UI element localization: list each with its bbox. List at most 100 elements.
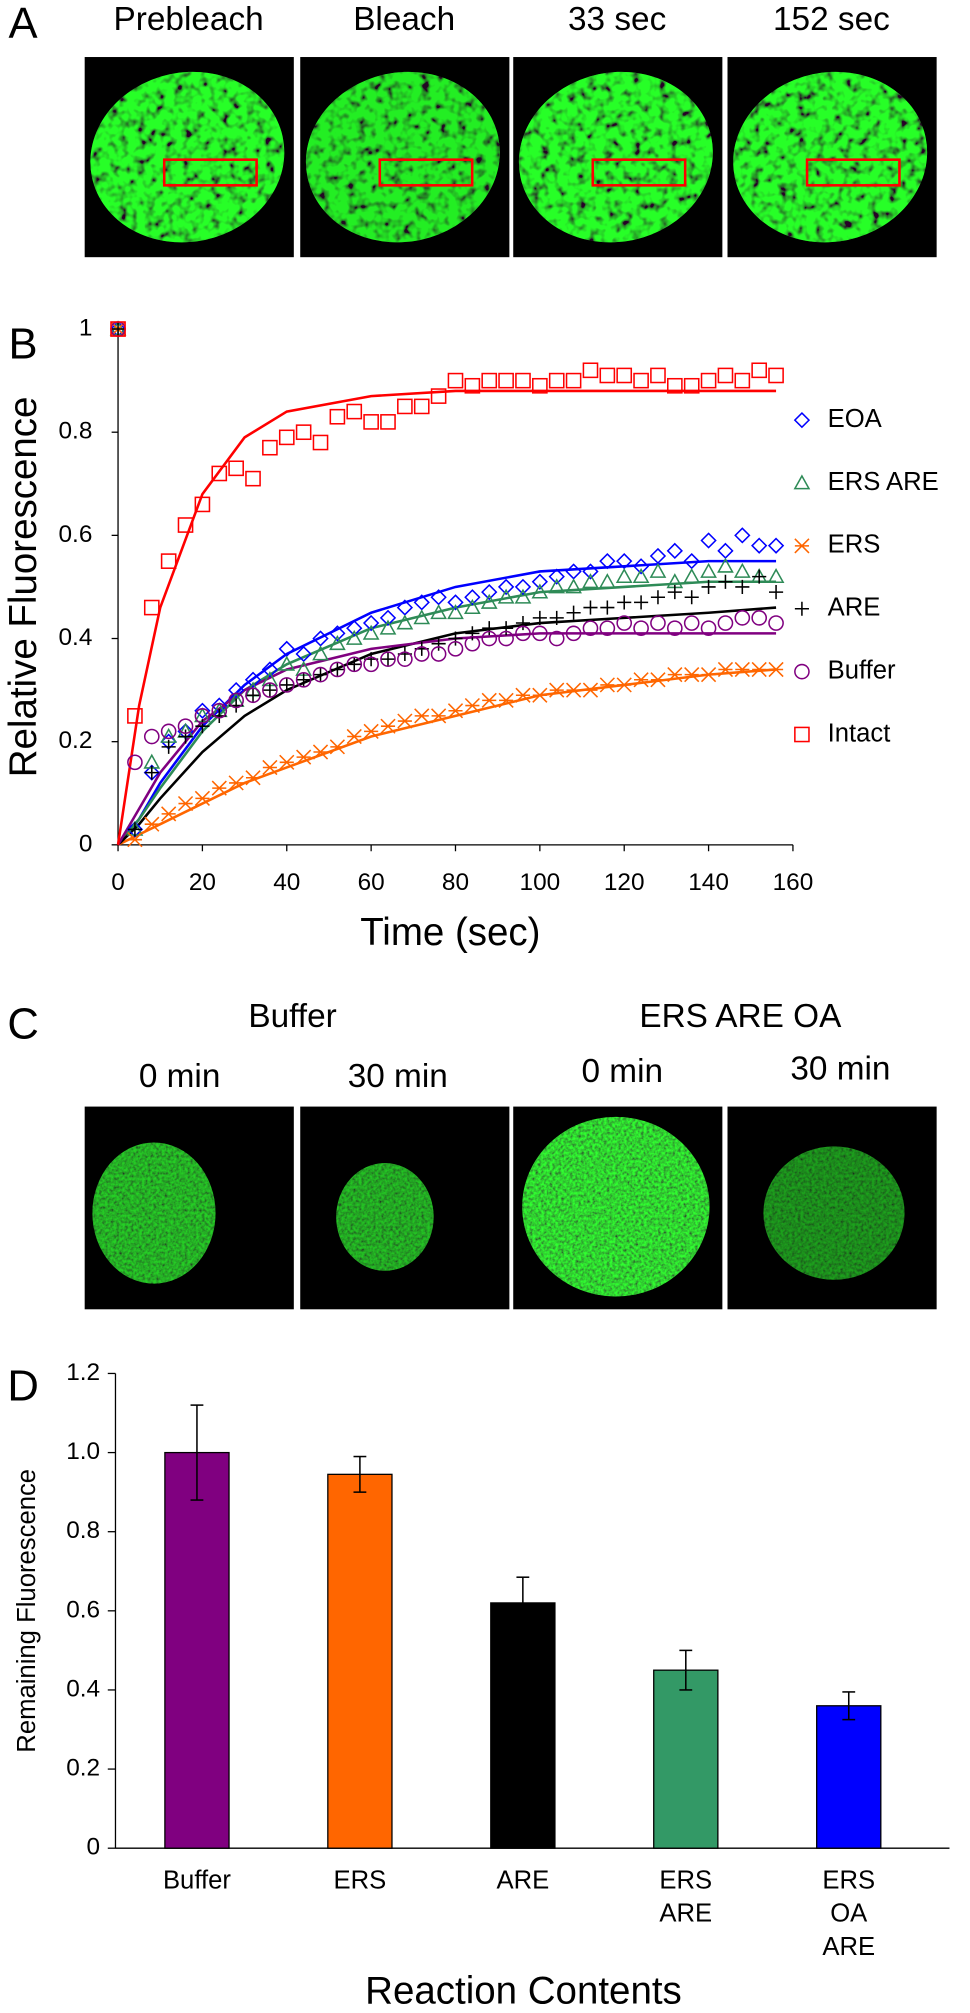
point-diamond xyxy=(565,563,582,580)
point-circle xyxy=(312,666,329,683)
point-circle xyxy=(245,687,261,704)
bleach-region xyxy=(162,158,258,187)
point-asterisk xyxy=(414,708,430,724)
point-plus xyxy=(448,631,463,646)
point-plus xyxy=(684,590,699,605)
fit-line xyxy=(117,668,777,846)
point-asterisk xyxy=(245,770,261,786)
micrograph xyxy=(300,1106,510,1310)
bar xyxy=(327,1473,393,1849)
y-axis-title: Relative Fluorescence xyxy=(2,397,45,778)
point-diamond xyxy=(649,547,667,565)
point-triangle xyxy=(447,604,464,620)
point-square xyxy=(683,377,700,394)
x-tick-label: 0 xyxy=(111,869,125,896)
legend-marker xyxy=(794,663,810,680)
point-square xyxy=(397,398,413,415)
point-diamond xyxy=(734,527,751,544)
point-asterisk xyxy=(346,728,362,745)
point-square xyxy=(228,460,244,477)
point-diamond xyxy=(379,609,397,627)
point-square xyxy=(667,377,683,394)
point-asterisk xyxy=(700,667,717,683)
point-diamond xyxy=(464,589,481,606)
point-plus xyxy=(667,585,682,600)
legend-label: Buffer xyxy=(828,656,896,684)
point-circle xyxy=(329,661,346,678)
frame-label: Prebleach xyxy=(114,1,264,38)
point-circle xyxy=(160,723,177,740)
bleach-region xyxy=(805,158,901,187)
point-circle xyxy=(599,620,616,637)
nucleus-texture xyxy=(336,1163,434,1271)
x-tick-label: 40 xyxy=(273,869,300,896)
point-plus xyxy=(313,667,328,682)
point-square xyxy=(599,367,616,384)
point-asterisk xyxy=(329,739,345,755)
point-diamond xyxy=(481,583,498,601)
point-diamond xyxy=(717,542,734,559)
point-triangle xyxy=(565,578,582,594)
panel-label: C xyxy=(7,1001,39,1049)
point-circle xyxy=(464,635,481,652)
point-triangle xyxy=(615,567,633,584)
fit-line xyxy=(117,559,777,846)
point-diamond xyxy=(632,558,650,575)
point-circle xyxy=(683,615,700,631)
point-square xyxy=(464,377,481,394)
bleach-region xyxy=(378,158,474,187)
frame-label: 33 sec xyxy=(568,1,666,38)
point-circle xyxy=(515,625,531,642)
point-asterisk xyxy=(161,806,177,822)
point-circle xyxy=(430,646,447,662)
point-diamond xyxy=(751,537,768,554)
point-diamond xyxy=(228,681,245,699)
y-axis-title: Remaining Fluorescence xyxy=(13,1469,41,1753)
point-square xyxy=(278,429,295,446)
point-plus xyxy=(650,590,666,605)
point-diamond xyxy=(666,542,683,559)
point-plus xyxy=(144,765,159,780)
point-asterisk xyxy=(667,667,683,683)
point-circle xyxy=(548,630,565,647)
y-tick-label: 0.8 xyxy=(59,418,93,445)
error-bar xyxy=(353,1455,367,1493)
point-triangle xyxy=(497,588,515,604)
point-triangle xyxy=(379,619,397,635)
point-asterisk xyxy=(464,697,480,714)
point-diamond xyxy=(767,537,785,554)
point-diamond xyxy=(582,563,599,580)
frame-label: 30 min xyxy=(348,1058,448,1095)
point-plus xyxy=(600,600,615,615)
point-plus xyxy=(195,719,210,734)
panel-label: D xyxy=(7,1362,39,1410)
micrograph xyxy=(727,1106,937,1310)
point-diamond xyxy=(194,702,211,719)
bar xyxy=(164,1451,230,1849)
legend-marker xyxy=(794,726,810,743)
point-square xyxy=(194,496,211,513)
point-diamond xyxy=(497,578,515,596)
micrograph xyxy=(727,57,937,258)
x-tick-label: 100 xyxy=(520,869,561,896)
point-square xyxy=(245,470,261,487)
point-asterisk xyxy=(363,723,379,739)
point-circle xyxy=(177,718,194,735)
point-circle xyxy=(447,641,464,657)
point-asterisk xyxy=(751,661,767,678)
point-asterisk xyxy=(380,718,396,734)
fit-line xyxy=(116,389,777,846)
point-square xyxy=(430,388,447,404)
point-plus xyxy=(482,621,497,636)
y-tick-label: 0.2 xyxy=(59,727,93,754)
point-plus xyxy=(262,683,277,698)
point-asterisk xyxy=(650,672,666,688)
point-plus xyxy=(566,605,581,620)
point-diamond xyxy=(362,614,380,632)
point-diamond xyxy=(514,578,532,596)
nucleus-texture xyxy=(763,1146,905,1280)
point-asterisk xyxy=(127,832,143,848)
error-bar xyxy=(516,1576,530,1630)
point-square xyxy=(700,372,717,389)
